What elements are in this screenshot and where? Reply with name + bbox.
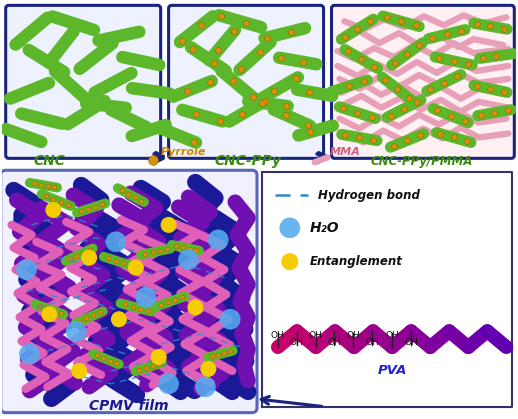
- Circle shape: [82, 250, 96, 265]
- Text: H₂O: H₂O: [310, 221, 339, 235]
- FancyBboxPatch shape: [6, 5, 161, 158]
- Text: Hydrogen bond: Hydrogen bond: [318, 189, 420, 202]
- Circle shape: [201, 362, 216, 376]
- Circle shape: [20, 344, 39, 364]
- FancyBboxPatch shape: [1, 170, 257, 413]
- Text: OH: OH: [309, 331, 323, 340]
- Text: CNC: CNC: [34, 154, 65, 168]
- Text: OH: OH: [365, 338, 379, 347]
- Circle shape: [161, 217, 176, 233]
- Text: PVA: PVA: [378, 364, 407, 377]
- Circle shape: [128, 260, 143, 275]
- Circle shape: [17, 260, 36, 279]
- Text: OH: OH: [290, 338, 304, 347]
- Text: OH: OH: [404, 338, 418, 347]
- Circle shape: [282, 254, 298, 269]
- FancyBboxPatch shape: [332, 5, 514, 158]
- Circle shape: [72, 363, 87, 378]
- Circle shape: [66, 321, 86, 341]
- Text: OH: OH: [271, 331, 285, 340]
- Circle shape: [195, 377, 215, 397]
- Circle shape: [179, 250, 198, 269]
- Text: OH: OH: [327, 338, 341, 347]
- Circle shape: [159, 374, 179, 394]
- Circle shape: [42, 307, 57, 322]
- Text: MMA: MMA: [329, 147, 361, 158]
- Text: CNC-PPy/PMMA: CNC-PPy/PMMA: [371, 155, 473, 168]
- FancyBboxPatch shape: [168, 5, 324, 158]
- Text: Pyrrole: Pyrrole: [161, 147, 206, 158]
- Circle shape: [220, 309, 240, 329]
- Circle shape: [151, 349, 166, 365]
- Circle shape: [111, 312, 126, 327]
- Circle shape: [106, 232, 126, 252]
- Text: CNC-PPy: CNC-PPy: [214, 154, 281, 168]
- Circle shape: [188, 300, 203, 315]
- Circle shape: [280, 218, 300, 238]
- Text: OH: OH: [385, 331, 399, 340]
- Circle shape: [136, 287, 156, 308]
- Text: Entanglement: Entanglement: [310, 255, 402, 268]
- Text: CPMV film: CPMV film: [89, 398, 169, 413]
- Text: OH: OH: [347, 331, 360, 340]
- Circle shape: [208, 230, 228, 250]
- Circle shape: [46, 202, 61, 217]
